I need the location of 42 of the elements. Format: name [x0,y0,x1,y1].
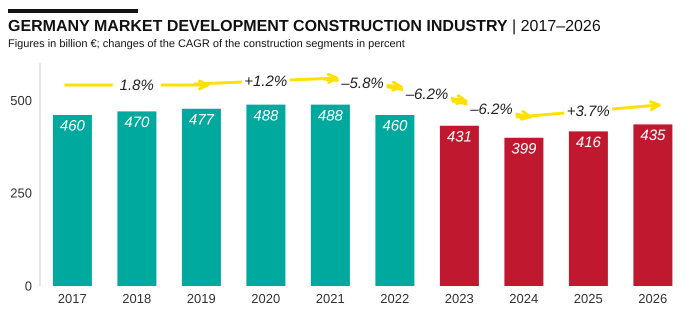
bar [310,104,350,286]
annotation: –6.2% [404,86,448,103]
x-tick-label: 2021 [316,291,345,306]
x-tick-label: 2018 [122,291,152,306]
data-label: 477 [188,111,215,128]
annotation: +1.2% [244,73,288,90]
x-tick-label: 2024 [509,291,538,306]
bar [117,111,156,286]
bar [633,124,672,286]
bar [375,115,414,286]
bar [246,104,286,286]
data-label: 460 [60,118,86,135]
annotation: +3.7% [566,103,610,120]
x-tick-label: 2019 [186,291,216,306]
bar [504,138,544,286]
x-tick-label: 2025 [574,291,603,306]
x-tick-label: 2017 [58,291,87,306]
bar [568,131,608,286]
text: | 2017–2026 [512,18,601,35]
data-label: 470 [124,114,150,131]
x-tick-label: 2026 [638,291,668,306]
data-label: 431 [446,128,472,146]
bar [52,115,92,286]
data-label: 488 [253,107,280,124]
y-tick-label: 500 [10,92,32,108]
chart-subtitle: Figures in billion €; changes of the CAGR of the construction segments in percent [8,38,405,50]
y-tick-label: 250 [10,186,32,201]
bar [182,108,221,286]
x-tick-label: 2023 [444,291,474,306]
bar [440,126,479,286]
data-label: 416 [576,134,602,152]
chart-title: GERMANY MARKET DEVELOPMENT CONSTRUCTION INDUSTRY [8,18,508,35]
x-tick-label: 2020 [251,291,280,306]
annotation: –6.2% [469,101,513,118]
annotation: 1.8% [120,77,154,94]
x-tick-label: 2022 [380,291,410,306]
data-label: 488 [318,107,344,124]
annotation: –5.8% [340,75,384,92]
data-label: 460 [382,118,408,135]
data-label: 399 [511,140,538,158]
data-label: 435 [640,126,666,144]
y-tick-label: 0 [24,278,32,294]
